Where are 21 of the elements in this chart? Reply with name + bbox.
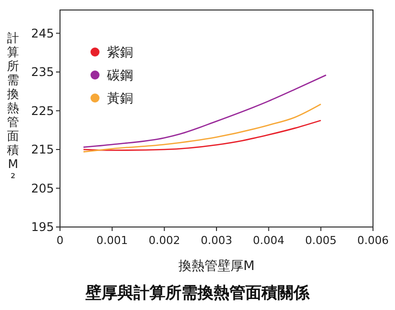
text: 壁厚與計算所需換熱管面積關係 <box>84 283 310 302</box>
y-tick-label: 245 <box>31 26 54 40</box>
y-tick-label: 225 <box>31 104 54 118</box>
legend-label: 黃銅 <box>107 92 133 107</box>
x-tick-label: 0.001 <box>96 234 128 247</box>
x-axis-title: 換熱管壁厚M <box>178 259 255 274</box>
legend-label: 碳鋼 <box>106 68 133 84</box>
legend-label: 紫銅 <box>107 46 133 61</box>
x-tick-label: 0.003 <box>200 234 232 247</box>
x-tick-label: 0.002 <box>148 234 180 247</box>
y-tick-label: 205 <box>31 181 54 196</box>
x-tick-label: 0.006 <box>357 234 389 247</box>
line-series <box>82 120 322 151</box>
x-tick-label: 0.004 <box>252 234 284 247</box>
text: 計算所需換熱管面積M² <box>7 31 19 185</box>
y-tick-label: 215 <box>31 142 54 157</box>
line-series <box>82 104 322 152</box>
y-tick-label: 235 <box>31 65 54 80</box>
x-tick-label: 0.005 <box>305 234 337 247</box>
x-tick-label: 0 <box>56 234 64 247</box>
y-tick-label: 195 <box>31 220 54 234</box>
